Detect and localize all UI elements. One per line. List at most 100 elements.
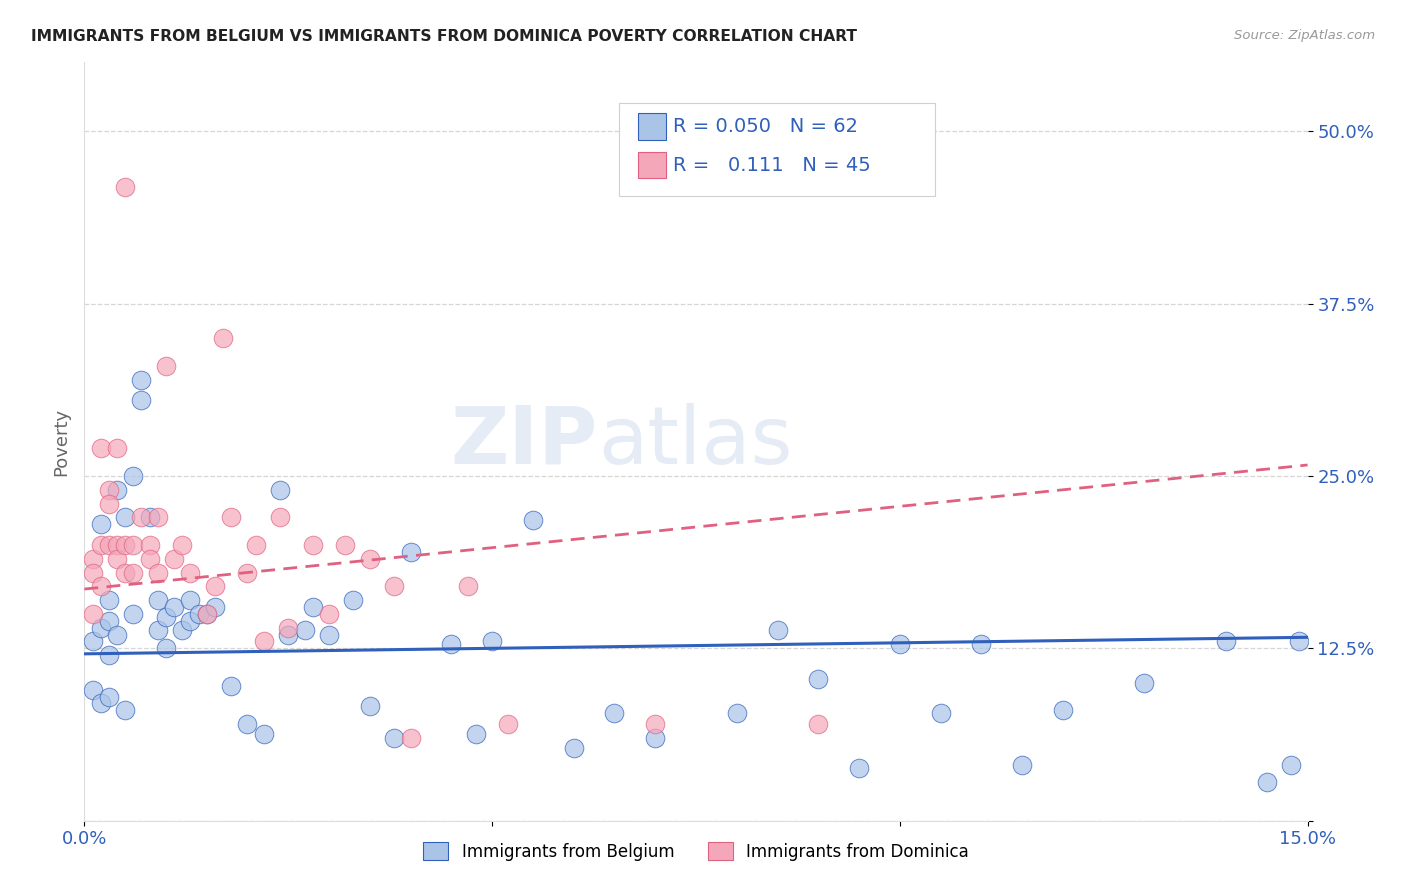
Point	[155, 359, 177, 373]
Point	[105, 627, 128, 641]
Point	[90, 579, 112, 593]
Point	[253, 727, 276, 741]
Point	[114, 703, 136, 717]
Point	[889, 637, 911, 651]
Point	[335, 538, 357, 552]
Point	[1256, 775, 1278, 789]
Point	[848, 761, 870, 775]
Point	[179, 614, 201, 628]
Point	[399, 731, 422, 745]
Point	[195, 607, 218, 621]
Point	[382, 579, 405, 593]
Point	[114, 510, 136, 524]
Point	[82, 566, 104, 580]
Point	[236, 717, 259, 731]
Point	[464, 727, 486, 741]
Point	[1052, 703, 1074, 717]
Point	[219, 679, 242, 693]
Point	[179, 593, 201, 607]
Point	[204, 579, 226, 593]
Point	[131, 393, 153, 408]
Point	[90, 538, 112, 552]
Point	[97, 648, 120, 663]
Text: ZIP: ZIP	[451, 402, 598, 481]
Point	[105, 551, 128, 566]
Point	[807, 717, 830, 731]
Point	[114, 179, 136, 194]
Point	[725, 706, 748, 720]
Point	[138, 538, 160, 552]
Point	[97, 614, 120, 628]
Point	[90, 517, 112, 532]
Y-axis label: Poverty: Poverty	[52, 408, 70, 475]
Point	[163, 551, 186, 566]
Point	[146, 624, 169, 638]
Point	[498, 717, 520, 731]
Point	[1288, 634, 1310, 648]
Point	[219, 510, 242, 524]
Point	[105, 483, 128, 497]
Text: R =   0.111   N = 45: R = 0.111 N = 45	[673, 155, 872, 175]
Point	[187, 607, 209, 621]
Text: IMMIGRANTS FROM BELGIUM VS IMMIGRANTS FROM DOMINICA POVERTY CORRELATION CHART: IMMIGRANTS FROM BELGIUM VS IMMIGRANTS FR…	[31, 29, 856, 45]
Point	[522, 513, 544, 527]
Point	[90, 621, 112, 635]
Point	[146, 593, 169, 607]
Point	[114, 566, 136, 580]
Point	[97, 593, 120, 607]
Point	[644, 717, 666, 731]
Point	[105, 442, 128, 456]
Point	[269, 510, 291, 524]
Point	[122, 607, 145, 621]
Point	[970, 637, 993, 651]
Point	[1279, 758, 1302, 772]
Point	[301, 599, 323, 614]
Point	[269, 483, 291, 497]
Point	[929, 706, 952, 720]
Point	[277, 621, 299, 635]
Point	[179, 566, 201, 580]
Point	[277, 627, 299, 641]
Point	[122, 538, 145, 552]
Point	[342, 593, 364, 607]
Point	[97, 483, 120, 497]
Point	[294, 624, 316, 638]
Text: atlas: atlas	[598, 402, 793, 481]
Point	[1133, 675, 1156, 690]
Point	[204, 599, 226, 614]
Point	[122, 469, 145, 483]
Point	[318, 607, 340, 621]
Point	[90, 697, 112, 711]
Point	[155, 609, 177, 624]
Point	[97, 690, 120, 704]
Point	[97, 497, 120, 511]
Point	[97, 538, 120, 552]
Point	[1215, 634, 1237, 648]
Point	[146, 566, 169, 580]
Point	[82, 607, 104, 621]
Point	[301, 538, 323, 552]
Legend: Immigrants from Belgium, Immigrants from Dominica: Immigrants from Belgium, Immigrants from…	[415, 834, 977, 869]
Point	[245, 538, 267, 552]
Point	[399, 545, 422, 559]
Point	[318, 627, 340, 641]
Point	[131, 510, 153, 524]
Point	[481, 634, 503, 648]
Point	[766, 624, 789, 638]
Point	[90, 442, 112, 456]
Point	[359, 551, 381, 566]
Point	[172, 624, 194, 638]
Point	[82, 551, 104, 566]
Point	[82, 634, 104, 648]
Point	[382, 731, 405, 745]
Point	[212, 331, 235, 345]
Point	[138, 551, 160, 566]
Point	[644, 731, 666, 745]
Point	[440, 637, 463, 651]
Point	[359, 699, 381, 714]
Point	[155, 641, 177, 656]
Text: Source: ZipAtlas.com: Source: ZipAtlas.com	[1234, 29, 1375, 43]
Point	[138, 510, 160, 524]
Point	[195, 607, 218, 621]
Point	[163, 599, 186, 614]
